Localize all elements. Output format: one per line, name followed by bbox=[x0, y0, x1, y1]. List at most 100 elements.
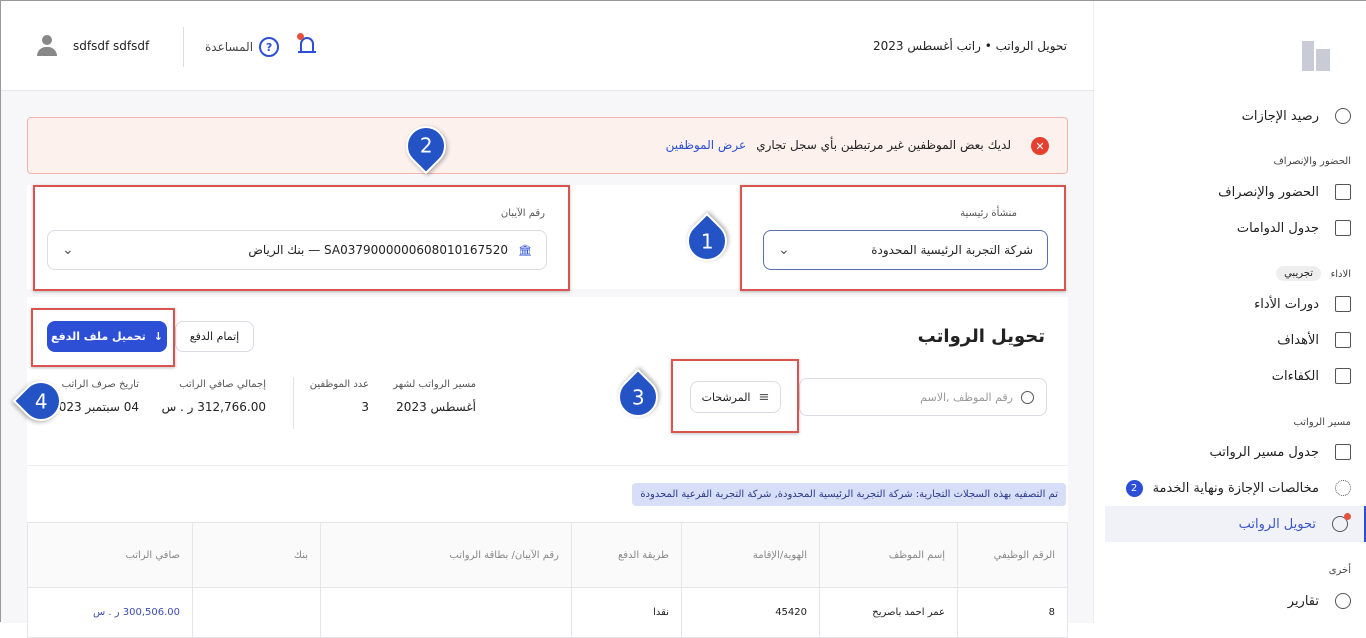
summary-month: مسير الرواتب لشهر أغسطس 2023 bbox=[393, 379, 476, 414]
help-label: المساعدة bbox=[205, 40, 254, 54]
user-name[interactable]: sdfsdf sdfsdf bbox=[73, 39, 150, 53]
filter-icon: ≡ bbox=[758, 389, 770, 405]
download-icon: ↓ bbox=[153, 330, 163, 343]
iban-value: SA0379000000608010167520 — بنك الرياض bbox=[248, 243, 509, 257]
document-icon bbox=[1335, 444, 1351, 460]
search-placeholder: رقم الموظف ,الاسم bbox=[920, 390, 1013, 404]
spinner-icon bbox=[1335, 480, 1351, 496]
sidebar-section-title: أخرى bbox=[1328, 565, 1351, 576]
cell-employee-name: عمر احمد باصريح bbox=[819, 587, 958, 638]
download-label: تحميل ملف الدفع bbox=[51, 330, 146, 343]
table-row[interactable]: 8 عمر احمد باصريح 45420 نقدا 300,506.00 … bbox=[27, 587, 1068, 638]
cell-id: 45420 bbox=[681, 587, 820, 638]
pie-chart-icon bbox=[1335, 593, 1351, 609]
document-icon bbox=[1335, 184, 1351, 200]
table-header-row: الرقم الوظيفي إسم الموظف الهوية/الإقامة … bbox=[27, 522, 1068, 588]
complete-payment-button[interactable]: إتمام الدفع bbox=[175, 321, 254, 352]
entity-select[interactable]: شركة التجربة الرئيسية المحدودة ⌄ bbox=[763, 230, 1048, 270]
alert-message: لديك بعض الموظفين غير مرتبطين بأي سجل تج… bbox=[756, 138, 1011, 152]
bell-icon[interactable] bbox=[297, 33, 316, 55]
iban-select[interactable]: 🏛 SA0379000000608010167520 — بنك الرياض ⌄ bbox=[47, 230, 547, 270]
sidebar-item-goals[interactable]: الأهداف bbox=[1105, 322, 1366, 358]
divider bbox=[27, 465, 1068, 466]
filters-button[interactable]: ≡ المرشحات bbox=[690, 381, 781, 413]
entity-label: منشأة رئيسية bbox=[960, 208, 1017, 219]
building-logo-icon bbox=[1302, 41, 1332, 71]
annotation-box-1 bbox=[740, 185, 1066, 291]
col-net-salary: صافي الراتب bbox=[27, 522, 193, 588]
cell-bank bbox=[192, 587, 321, 638]
sidebar-item-label: دورات الأداء bbox=[1254, 296, 1319, 312]
table-icon bbox=[1335, 220, 1351, 236]
col-iban: رقم الآيبان/ بطاقة الرواتب bbox=[320, 522, 572, 588]
percent-icon bbox=[1335, 108, 1351, 124]
sidebar-item-label: جدول مسير الرواتب bbox=[1209, 444, 1319, 460]
payroll-table: الرقم الوظيفي إسم الموظف الهوية/الإقامة … bbox=[27, 522, 1068, 638]
entity-value: شركة التجربة الرئيسية المحدودة bbox=[871, 243, 1033, 257]
annotation-box-3 bbox=[671, 359, 799, 433]
bank-icon: 🏛 bbox=[518, 243, 532, 257]
summary-date: تاريخ صرف الراتب 04 سبتمبر 2023 bbox=[51, 379, 139, 414]
sidebar-item-settlements[interactable]: مخالصات الإجازة ونهاية الخدمة 2 bbox=[1105, 470, 1366, 506]
sidebar-item-label: مخالصات الإجازة ونهاية الخدمة bbox=[1152, 480, 1319, 496]
sidebar-section-title: الحضور والإنصراف bbox=[1273, 156, 1351, 167]
chevron-down-icon: ⌄ bbox=[778, 242, 790, 258]
sidebar: رصيد الإجازات الحضور والإنصراف الحضور وا… bbox=[1093, 1, 1366, 623]
annotation-box-2 bbox=[33, 185, 570, 291]
search-icon bbox=[1021, 390, 1034, 404]
view-employees-link[interactable]: عرض الموظفين bbox=[665, 138, 747, 152]
sidebar-item-competencies[interactable]: الكفاءات bbox=[1105, 358, 1366, 394]
annotation-box-4 bbox=[31, 308, 175, 367]
document-icon bbox=[1335, 368, 1351, 384]
sidebar-item-attendance[interactable]: الحضور والإنصراف bbox=[1105, 174, 1366, 210]
cell-iban bbox=[320, 587, 572, 638]
summary-employees: عدد الموظفين 3 bbox=[309, 379, 369, 414]
col-employee-name: إسم الموظف bbox=[819, 522, 958, 588]
notification-dot bbox=[297, 33, 304, 40]
sidebar-item-reports[interactable]: تقارير bbox=[1105, 583, 1366, 619]
sidebar-item-label: الحضور والإنصراف bbox=[1218, 184, 1319, 200]
sidebar-item-label: رصيد الإجازات bbox=[1241, 108, 1319, 124]
sidebar-item-leave-balance[interactable]: رصيد الإجازات bbox=[1105, 98, 1366, 134]
divider bbox=[183, 27, 184, 67]
sidebar-item-label: جدول الدوامات bbox=[1236, 220, 1319, 236]
cell-net-salary: 300,506.00 ر . س bbox=[27, 587, 193, 638]
download-payment-file-button[interactable]: ↓ تحميل ملف الدفع bbox=[47, 321, 167, 352]
sidebar-item-label: الأهداف bbox=[1277, 332, 1319, 348]
sidebar-item-payroll-table[interactable]: جدول مسير الرواتب bbox=[1105, 434, 1366, 470]
sidebar-item-performance-cycles[interactable]: دورات الأداء bbox=[1105, 286, 1366, 322]
section-title: تحويل الرواتب bbox=[917, 326, 1045, 347]
cell-payment-method: نقدا bbox=[571, 587, 682, 638]
divider bbox=[293, 377, 294, 429]
document-icon bbox=[1335, 296, 1351, 312]
col-employee-number: الرقم الوظيفي bbox=[957, 522, 1068, 588]
count-badge: 2 bbox=[1125, 479, 1143, 497]
chevron-down-icon: ⌄ bbox=[62, 242, 74, 258]
document-icon bbox=[1335, 332, 1351, 348]
cell-employee-number: 8 bbox=[957, 587, 1068, 638]
filters-label: المرشحات bbox=[701, 390, 751, 404]
col-id: الهوية/الإقامة bbox=[681, 522, 820, 588]
help-button[interactable]: ? المساعدة bbox=[205, 37, 280, 57]
search-input[interactable]: رقم الموظف ,الاسم bbox=[799, 378, 1047, 416]
help-icon: ? bbox=[259, 37, 280, 57]
dollar-icon bbox=[1332, 513, 1351, 532]
sidebar-item-payroll-transfer[interactable]: تحويل الرواتب bbox=[1105, 506, 1366, 542]
sidebar-item-shifts[interactable]: جدول الدوامات bbox=[1105, 210, 1366, 246]
sidebar-item-label: تقارير bbox=[1287, 593, 1319, 609]
breadcrumb: تحويل الرواتب • راتب أغسطس 2023 bbox=[873, 39, 1067, 53]
sidebar-section-title: الاداء bbox=[1330, 269, 1351, 280]
header: تحويل الرواتب • راتب أغسطس 2023 sdfsdf s… bbox=[1, 1, 1093, 91]
col-payment-method: طريقة الدفع bbox=[571, 522, 682, 588]
sidebar-item-label: تحويل الرواتب bbox=[1238, 516, 1316, 532]
sidebar-item-label: الكفاءات bbox=[1271, 368, 1319, 384]
error-icon: ✕ bbox=[1031, 137, 1049, 155]
warning-alert: ✕ لديك بعض الموظفين غير مرتبطين بأي سجل … bbox=[27, 117, 1068, 174]
summary-total: إجمالي صافي الراتب 312,766.00 ر . س bbox=[161, 379, 266, 414]
col-bank: بنك bbox=[192, 522, 321, 588]
beta-badge: تجريبي bbox=[1276, 266, 1321, 281]
sidebar-section-title: مسير الرواتب bbox=[1293, 417, 1351, 428]
iban-label: رقم الآيبان bbox=[500, 208, 545, 219]
filter-note: تم التصفيه بهذه السجلات التجارية: شركة ا… bbox=[632, 483, 1066, 506]
user-icon[interactable] bbox=[37, 35, 57, 57]
